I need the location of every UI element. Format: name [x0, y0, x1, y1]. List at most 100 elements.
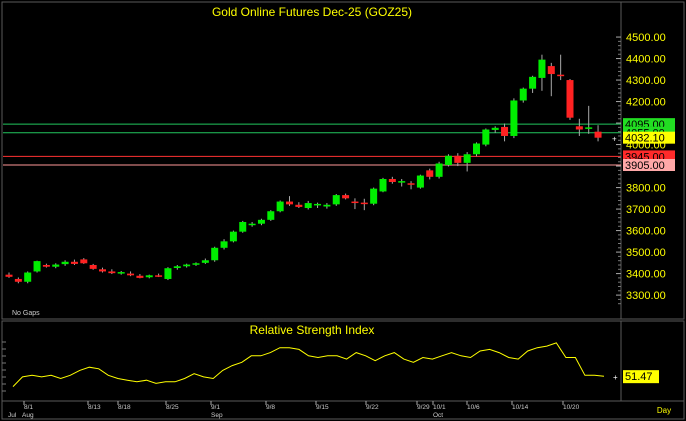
candle-body [314, 203, 322, 206]
candle-body [426, 170, 434, 177]
candle-body [351, 201, 359, 204]
rsi-title: Relative Strength Index [250, 323, 375, 337]
y-tick-label: 3400.00 [626, 269, 666, 281]
candle-body [108, 271, 116, 274]
candle-body [342, 195, 350, 199]
candle-body [14, 278, 22, 282]
y-tick-label: 4200.00 [626, 97, 666, 109]
level-label-box [623, 159, 675, 171]
horizontal-levels [3, 123, 621, 166]
y-tick-label: 4500.00 [626, 32, 666, 44]
candle-body [164, 268, 172, 279]
no-gaps-note: No Gaps [12, 310, 40, 317]
month-label: Oct [433, 412, 443, 419]
candle-body [183, 264, 191, 267]
candle-body [89, 264, 97, 269]
level-label: 3905.00 [625, 160, 665, 172]
x-tick-label: 9/22 [366, 404, 379, 411]
candle-body [136, 275, 144, 278]
candle-body [127, 273, 135, 276]
x-tick-label: 9/15 [316, 404, 329, 411]
candle-body [519, 88, 527, 101]
candle-body [267, 211, 275, 220]
candle-body [33, 261, 41, 272]
candle-body [463, 154, 471, 163]
level-label: 4032.10 [625, 133, 665, 145]
y-tick-label: 3700.00 [626, 204, 666, 216]
candle-body [201, 260, 209, 263]
y-tick-label: 4400.00 [626, 54, 666, 66]
price-panel-frame [1, 1, 622, 320]
period-label: Day [657, 406, 671, 415]
y-tick-label: 3600.00 [626, 226, 666, 238]
candle-body [70, 261, 78, 264]
candle-body [117, 272, 125, 274]
x-tick-label: 9/29 [417, 404, 430, 411]
candle-body [501, 126, 509, 136]
rsi-marker: + [613, 373, 618, 382]
y-tick-label: 3300.00 [626, 290, 666, 302]
candle-body [239, 221, 247, 232]
month-label: Jul [8, 412, 17, 419]
candle-body [388, 178, 396, 182]
y-tick-label: 3500.00 [626, 247, 666, 259]
candle-body [286, 201, 293, 205]
candle-body [80, 259, 88, 264]
x-tick-label: 10/20 [563, 404, 580, 411]
rsi-line [12, 342, 605, 387]
candle-body [473, 143, 480, 155]
candle-body [52, 264, 60, 267]
candle-body [407, 183, 415, 185]
x-tick-label: 9/1 [211, 404, 220, 411]
x-tick-label: 10/6 [467, 404, 480, 411]
date-axis: 8/1 8/13 8/18 8/25 9/1 9/8 9/15 9/22 9/29 10/1 10/… [8, 401, 580, 419]
rsi-series: 51.47 + [2, 341, 659, 392]
candle-body [145, 275, 153, 278]
level-label-box [623, 118, 675, 131]
candle-body [370, 188, 378, 204]
candle-body [444, 155, 452, 165]
price-axis-ticks: 4500.004400.004300.004200.004100.004000.… [616, 32, 666, 305]
x-tick-label: 10/14 [512, 404, 529, 411]
candle-body [155, 275, 163, 277]
candle-body [398, 181, 406, 183]
level-label-box [623, 131, 675, 144]
candle-body [99, 269, 106, 272]
candle-body [304, 203, 312, 209]
candle-body [257, 219, 265, 224]
candlestick-series [5, 54, 602, 284]
rsi-panel-frame [1, 320, 622, 402]
candle-body [5, 274, 13, 277]
candle-body [211, 247, 219, 261]
y-tick-label: 3800.00 [626, 183, 666, 195]
candle-body [220, 241, 228, 248]
x-tick-label: 8/1 [24, 404, 33, 411]
candle-body [42, 264, 50, 267]
candle-body [173, 266, 181, 269]
month-label: Aug [22, 412, 34, 419]
candle-body [482, 129, 490, 145]
candle-body [24, 272, 32, 282]
candle-body [510, 100, 518, 136]
candle-body [416, 175, 424, 188]
y-tick-label: 4300.00 [626, 75, 666, 87]
candle-body [454, 155, 462, 163]
candle-body [332, 195, 340, 205]
rsi-value-label: 51.47 [625, 371, 653, 383]
last-price-marker: + [612, 135, 617, 144]
candle-body [379, 178, 387, 192]
x-tick-label: 8/13 [88, 404, 101, 411]
candle-body [248, 223, 256, 226]
candle-body [557, 74, 565, 77]
candle-body [229, 231, 237, 242]
rsi-axis-frame [620, 320, 685, 402]
candle-body [529, 76, 537, 89]
x-tick-label: 10/1 [433, 404, 446, 411]
candle-body [61, 261, 69, 265]
rsi-value-box [623, 370, 659, 384]
x-tick-label: 8/25 [166, 404, 179, 411]
candle-body [547, 66, 555, 75]
candle-body [491, 127, 499, 130]
